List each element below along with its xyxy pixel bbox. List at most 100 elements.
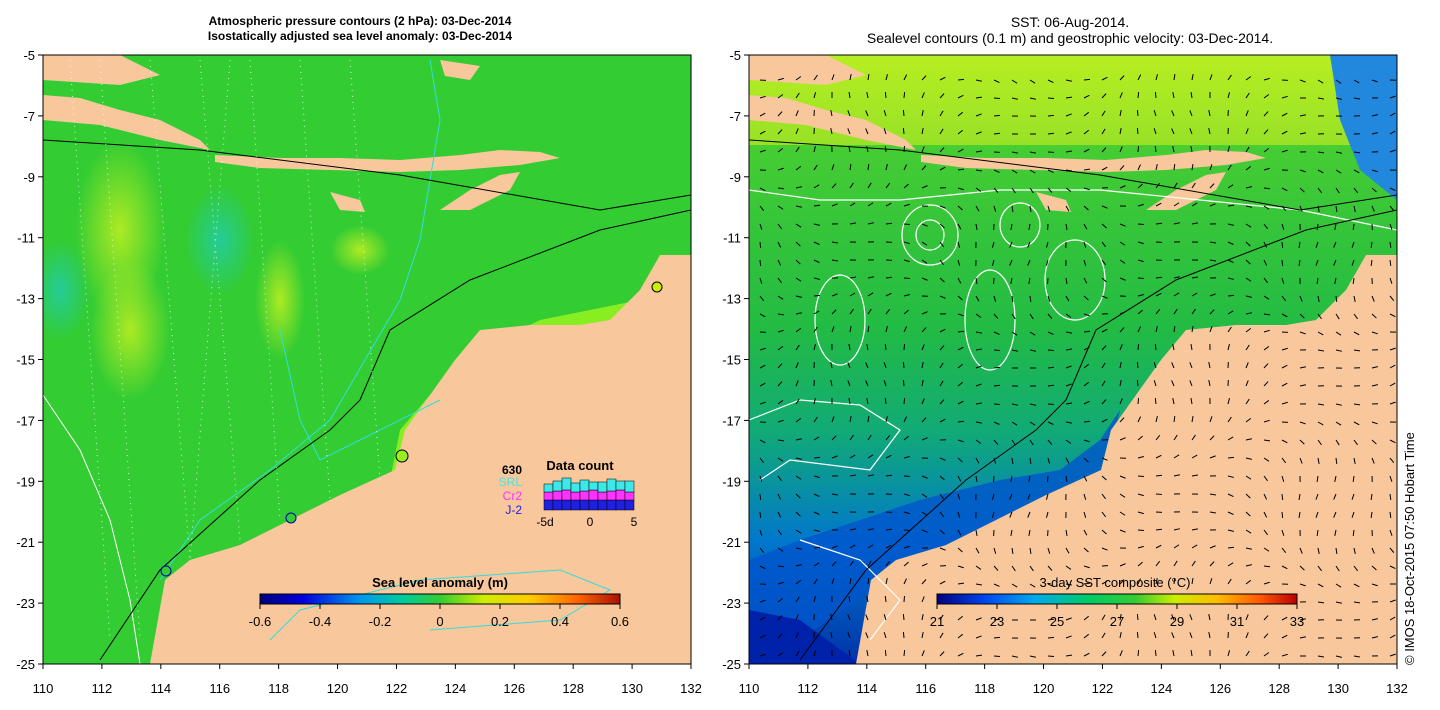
geostrophic-velocity-vectors — [759, 73, 1397, 658]
velocity-vector — [939, 580, 946, 585]
velocity-vector — [1083, 529, 1088, 536]
velocity-vector — [1263, 363, 1269, 369]
velocity-vector — [1317, 457, 1320, 464]
velocity-vector — [777, 511, 782, 518]
velocity-vector — [883, 614, 887, 621]
velocity-vector — [1353, 151, 1361, 154]
velocity-vector — [813, 475, 820, 478]
velocity-vector — [957, 259, 961, 266]
bathymetry-contour — [749, 139, 1397, 211]
velocity-vector — [1119, 475, 1126, 479]
australia-landmass — [150, 255, 691, 664]
velocity-vector — [867, 434, 872, 441]
velocity-vector — [813, 344, 816, 351]
colorbar-tick-label: 27 — [1110, 614, 1124, 629]
velocity-vector — [1191, 276, 1198, 279]
sumba-island — [1036, 192, 1071, 212]
velocity-vector — [1227, 398, 1230, 405]
velocity-vector — [830, 632, 833, 639]
velocity-vector — [993, 618, 1001, 621]
velocity-vector — [1353, 187, 1359, 194]
velocity-vector — [939, 147, 945, 153]
velocity-vector — [1029, 457, 1032, 465]
velocity-vector — [1208, 632, 1211, 639]
sla-positive-region — [90, 260, 170, 400]
data-count-max: 630 — [502, 463, 522, 477]
velocity-vector — [865, 362, 869, 369]
borneo-landmass — [43, 55, 160, 85]
data-count-bar — [561, 489, 572, 501]
velocity-vector — [884, 397, 887, 405]
velocity-vector — [1083, 168, 1091, 171]
velocity-vector — [1155, 202, 1162, 207]
velocity-vector — [795, 259, 801, 265]
velocity-vector — [759, 457, 765, 464]
velocity-vector — [759, 112, 766, 117]
velocity-vector — [903, 511, 910, 515]
velocity-vector — [1047, 313, 1053, 319]
data-count-bar — [543, 491, 554, 501]
velocity-vector — [1028, 475, 1031, 482]
velocity-vector — [795, 493, 801, 499]
velocity-vector — [1334, 475, 1337, 482]
velocity-vector — [777, 223, 783, 230]
velocity-vector — [777, 597, 784, 603]
velocity-vector — [813, 294, 821, 297]
velocity-vector — [867, 577, 870, 585]
velocity-vector — [1317, 439, 1322, 446]
velocity-vector — [1137, 455, 1144, 459]
velocity-vector — [866, 596, 869, 603]
data-count-inset — [543, 477, 635, 511]
velocity-vector — [1172, 92, 1175, 99]
velocity-vector — [1190, 146, 1193, 153]
velocity-vector — [1155, 182, 1161, 189]
velocity-vector — [1065, 131, 1072, 135]
velocity-vector — [849, 416, 852, 423]
data-count-bar — [579, 499, 590, 511]
velocity-vector — [1245, 92, 1250, 99]
velocity-vector — [759, 187, 766, 192]
velocity-vector — [1389, 95, 1396, 99]
sla-negative-region — [43, 240, 90, 340]
velocity-vector — [1153, 110, 1157, 117]
velocity-vector — [795, 438, 802, 441]
velocity-vector — [813, 511, 820, 515]
velocity-vector — [759, 653, 766, 657]
velocity-vector — [1189, 110, 1193, 117]
velocity-vector — [1263, 111, 1269, 117]
velocity-vector — [849, 308, 854, 315]
velocity-vector — [1027, 259, 1031, 266]
velocity-vector — [759, 347, 766, 351]
tide-gauge-marker — [285, 512, 297, 524]
data-count-bar — [606, 490, 617, 501]
velocity-vector — [1011, 187, 1016, 194]
velocity-vector — [1083, 223, 1088, 230]
velocity-vector — [1029, 547, 1032, 555]
velocity-vector — [1245, 418, 1252, 423]
velocity-vector — [1245, 76, 1252, 81]
velocity-vector — [1009, 511, 1013, 518]
velocity-vector — [849, 577, 852, 585]
velocity-vector — [847, 110, 851, 117]
velocity-vector — [957, 457, 963, 463]
right-title-line1: SST: 06-Aug-2014. — [1010, 14, 1130, 30]
velocity-vector — [1119, 511, 1126, 516]
velocity-vector — [1245, 529, 1252, 534]
velocity-vector — [1119, 614, 1122, 621]
velocity-vector — [1083, 652, 1090, 657]
velocity-vector — [939, 277, 945, 283]
right-map-title: SST: 06-Aug-2014. Sealevel contours (0.1… — [820, 14, 1320, 46]
velocity-vector — [1083, 633, 1090, 639]
velocity-vector — [1389, 511, 1392, 519]
velocity-vector — [1208, 614, 1211, 621]
velocity-vector — [813, 398, 816, 405]
velocity-vector — [1137, 164, 1141, 171]
velocity-vector — [795, 511, 801, 517]
velocity-vector — [831, 293, 838, 297]
lesser-sunda-islands — [215, 150, 560, 172]
velocity-vector — [939, 93, 945, 99]
velocity-vector — [777, 493, 782, 500]
velocity-vector — [1083, 582, 1091, 585]
velocity-vector — [1171, 614, 1175, 621]
